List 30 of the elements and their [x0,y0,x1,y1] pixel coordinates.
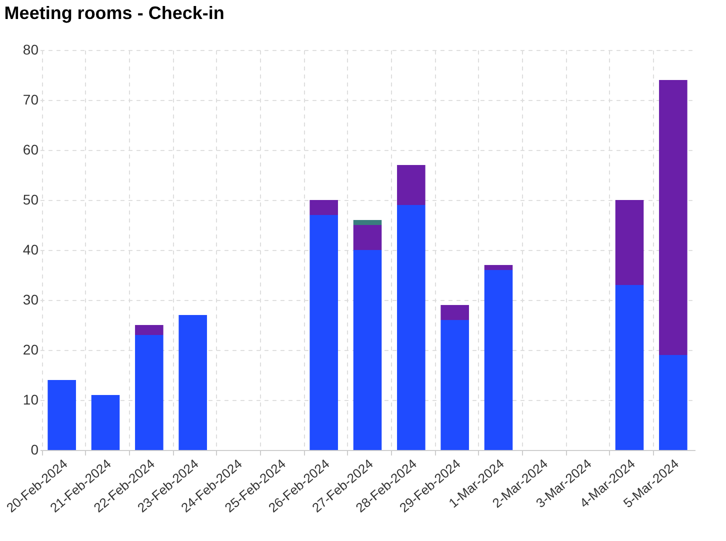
y-tick-label: 60 [22,142,39,158]
bar [659,355,688,450]
y-tick-label: 20 [22,342,39,358]
bar [397,165,426,205]
y-tick-label: 30 [22,292,39,308]
bar [615,285,644,450]
bar [659,80,688,355]
y-tick-label: 40 [22,242,39,258]
y-tick-label: 80 [22,42,39,58]
bar [484,265,513,270]
bar [615,200,644,285]
bar [91,395,120,450]
y-tick-label: 0 [30,442,39,458]
bar [440,305,469,320]
bar [178,315,207,450]
y-tick-label: 10 [22,392,39,408]
bar [353,250,382,450]
y-tick-label: 70 [22,92,39,108]
bar [484,270,513,450]
chart-title: Meeting rooms - Check-in [4,3,224,23]
bar [353,225,382,250]
bar [397,205,426,450]
bar [440,320,469,450]
y-tick-label: 50 [22,192,39,208]
bar [135,335,164,450]
bar [48,380,76,450]
bar [135,325,164,335]
bar [310,215,338,450]
bar [310,200,338,215]
bar [353,220,382,225]
